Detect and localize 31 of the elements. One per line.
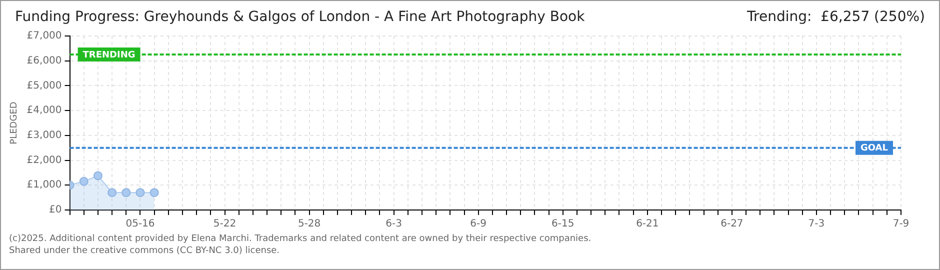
y-axis-title: PLEDGED [10,102,20,144]
x-tick-label: 05-16 [126,218,155,230]
text: Shared under the creative commons (CC BY-NC 3.0) license. [9,245,281,257]
point [150,188,159,198]
x-tick-label: 6-9 [470,218,487,230]
x-tick-label: 6-27 [720,218,744,230]
x-tick-label: 6-15 [552,218,574,230]
ref-line-label: GOAL [860,144,888,154]
chart-subtitle: Trending: £6,257 (250%) [747,9,925,27]
x-tick-label: 6-3 [386,218,402,230]
y-tick-label: £1,000 [26,180,62,191]
point [93,171,102,180]
point [108,188,117,198]
point [79,176,88,186]
text: (c)2025. Additional content provided by Elena Marchi. Trademarks and related content are owned by their respective companies. [9,233,592,245]
y-tick-label: £5,000 [26,80,62,92]
y-tick-label: £7,000 [26,30,62,42]
x-tick-label: 5-22 [213,218,236,230]
ref-line-label: TRENDING [82,50,136,60]
y-tick-label: £6,000 [26,55,62,66]
x-tick-label: 7-9 [892,218,910,230]
chart-title: Funding Progress: Greyhounds & Galgos of London - A Fine Art Photography Book [15,9,585,27]
x-tick-label: 7-3 [808,218,825,230]
x-tick-label: 6-21 [636,218,659,230]
point [122,188,131,198]
y-tick-label: £4,000 [26,105,62,116]
y-tick-label: £3,000 [26,130,62,142]
point [136,188,145,198]
y-tick-label: £0 [49,204,62,216]
y-tick-label: £2,000 [26,154,62,166]
x-tick-label: 5-28 [298,218,321,230]
